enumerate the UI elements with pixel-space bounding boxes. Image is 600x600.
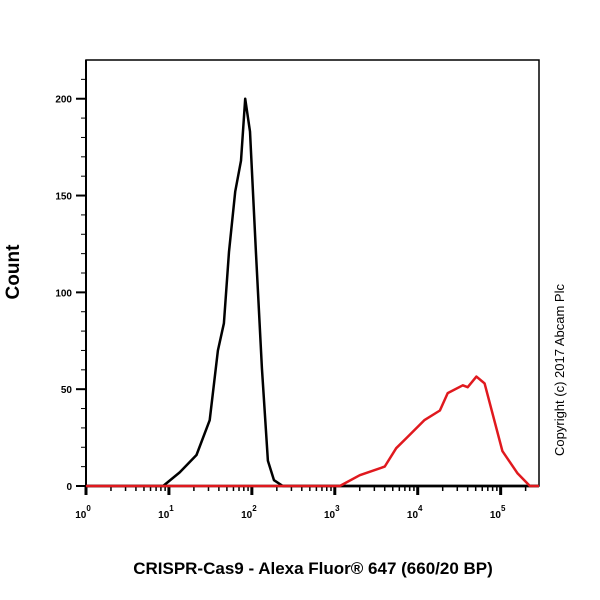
x-tick-exponent: 2 — [252, 504, 257, 513]
x-tick-exponent: 0 — [86, 504, 91, 513]
y-tick-label: 0 — [66, 482, 72, 493]
x-tick-exponent: 4 — [418, 504, 423, 513]
x-axis-label: CRISPR-Cas9 - Alexa Fluor® 647 (660/20 B… — [133, 559, 493, 578]
x-tick-exponent: 3 — [335, 504, 340, 513]
series-line-2 — [86, 375, 539, 488]
y-tick-label: 200 — [55, 95, 72, 106]
series-line-1 — [86, 97, 539, 488]
x-tick-exponent: 5 — [501, 504, 506, 513]
x-tick-label: 101 — [158, 504, 174, 521]
plot-frame — [85, 59, 540, 487]
x-tick-label: 103 — [324, 504, 340, 521]
x-tick-label: 105 — [490, 504, 506, 521]
y-tick-label: 100 — [55, 288, 72, 299]
x-tick-label: 102 — [241, 504, 257, 521]
x-tick-base: 10 — [324, 510, 336, 521]
y-tick-label: 150 — [55, 192, 72, 203]
y-tick-label: 50 — [61, 385, 73, 396]
x-tick-base: 10 — [241, 510, 253, 521]
x-tick-base: 10 — [490, 510, 502, 521]
x-tick-base: 10 — [407, 510, 419, 521]
copyright-text: Copyright (c) 2017 Abcam Plc — [552, 284, 567, 456]
y-axis-label: Count — [3, 244, 24, 300]
x-tick-base: 10 — [158, 510, 170, 521]
x-tick-label: 100 — [75, 504, 91, 521]
series-group — [86, 97, 539, 488]
x-tick-exponent: 1 — [169, 504, 174, 513]
x-tick-label: 104 — [407, 504, 423, 521]
x-tick-base: 10 — [75, 510, 87, 521]
